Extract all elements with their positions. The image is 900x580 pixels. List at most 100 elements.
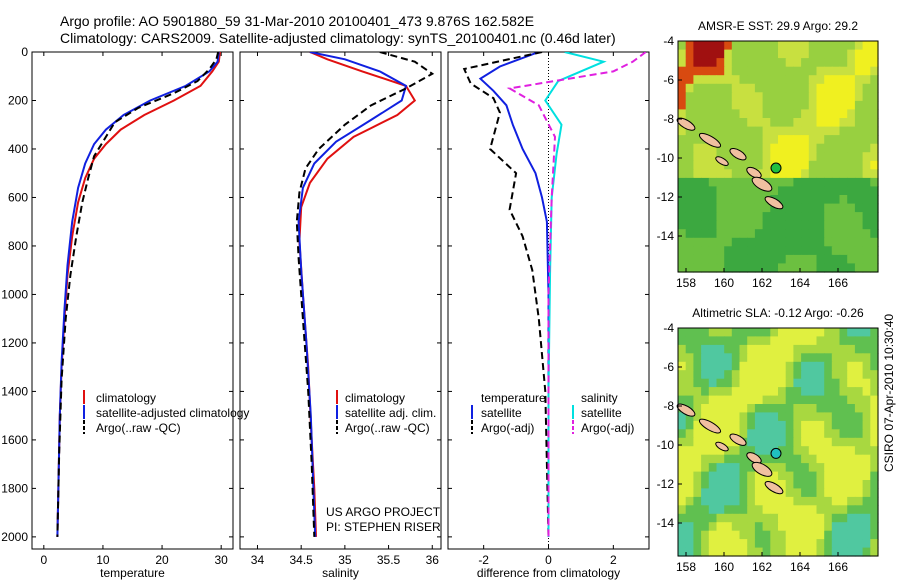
map-cell	[785, 404, 794, 413]
map-cell	[708, 361, 718, 371]
map-cell	[724, 160, 733, 170]
map-y-tick-label: -4	[663, 34, 674, 48]
map-cell	[754, 186, 764, 196]
map-y-tick-label: -10	[657, 151, 675, 165]
legend-label-satellite: satellite adj. clim.	[345, 406, 436, 420]
map-cell	[708, 547, 718, 557]
map-cell	[762, 75, 771, 85]
island-shape	[746, 452, 762, 464]
map-cell	[824, 263, 833, 273]
map-cell	[724, 387, 733, 397]
map-cell	[808, 328, 818, 337]
island-shape	[764, 196, 784, 210]
map-cell	[831, 446, 841, 456]
map-x-tick-label: 162	[752, 276, 772, 290]
map-cell	[724, 547, 733, 557]
map-cell	[762, 160, 771, 170]
map-cell	[693, 212, 702, 222]
map-cell	[701, 437, 710, 447]
map-cell	[854, 126, 864, 136]
map-cell	[701, 513, 710, 523]
map-cell	[739, 522, 748, 532]
map-cell	[831, 75, 841, 85]
map-cell	[831, 471, 841, 481]
map-cell	[839, 58, 848, 68]
map-cell	[731, 505, 741, 515]
map-cell	[701, 186, 710, 196]
map-cell	[754, 195, 764, 205]
map-cell	[824, 429, 833, 439]
map-cell	[701, 49, 710, 59]
map-cell	[762, 412, 771, 422]
map-cell	[808, 100, 818, 111]
map-cell	[801, 126, 810, 136]
map-cell	[701, 143, 710, 153]
map-cell	[724, 152, 733, 162]
map-x-tick-label: 158	[676, 276, 696, 290]
series-line-sat	[56, 52, 220, 537]
map-cell	[854, 505, 864, 515]
map-cell	[793, 169, 802, 179]
map-cell	[824, 480, 833, 489]
map-cell	[716, 454, 725, 464]
map-cell	[831, 83, 841, 93]
map-cell	[831, 160, 841, 170]
map-cell	[801, 353, 810, 363]
map-cell	[778, 344, 787, 354]
map-cell	[739, 186, 748, 196]
map-cell	[701, 263, 710, 273]
map-cell	[770, 420, 779, 430]
map-cell	[854, 353, 864, 363]
map-cell	[808, 471, 818, 481]
map-cell	[770, 58, 779, 68]
map-cell	[785, 195, 794, 205]
map-cell	[831, 530, 841, 540]
map-cell	[762, 41, 771, 51]
map-cell	[839, 203, 848, 213]
map-cell	[693, 471, 702, 481]
map-cell	[739, 263, 748, 273]
map-cell	[685, 92, 694, 102]
map-cell	[854, 83, 864, 93]
map-cell	[816, 454, 825, 464]
map-cell	[762, 254, 771, 265]
map-cell	[770, 66, 779, 76]
map-cell	[870, 118, 879, 128]
map-cell	[785, 169, 794, 179]
map-cell	[724, 41, 733, 51]
map-cell	[793, 92, 802, 102]
map-cell	[778, 361, 787, 371]
map-cell	[778, 118, 787, 128]
map-cell	[831, 412, 841, 422]
map-cell	[801, 254, 810, 265]
map-cell	[770, 254, 779, 265]
map-cell	[762, 522, 771, 532]
map-cell	[801, 66, 810, 76]
map-cell	[870, 237, 879, 247]
map-cell	[747, 126, 756, 136]
map-cell	[862, 412, 871, 422]
map-cell	[770, 539, 779, 549]
map-cell	[739, 229, 748, 239]
map-cell	[862, 429, 871, 439]
map-cell	[708, 505, 718, 515]
map-cell	[862, 118, 871, 128]
map-cell	[824, 446, 833, 456]
map-cell	[762, 395, 771, 405]
map-cell	[816, 488, 825, 498]
map-cell	[854, 471, 864, 481]
map-cell	[839, 83, 848, 93]
map-cell	[831, 126, 841, 136]
map-cell	[854, 437, 864, 447]
map-cell	[801, 118, 810, 128]
map-cell	[862, 420, 871, 430]
map-cell	[847, 152, 856, 162]
x-axis-label: temperature	[100, 566, 165, 580]
map-cell	[824, 370, 833, 380]
map-cell	[747, 152, 756, 162]
map-cell	[839, 437, 848, 447]
map-cell	[862, 186, 871, 196]
map-cell	[747, 505, 756, 515]
map-cell	[685, 488, 694, 498]
map-cell	[754, 488, 764, 498]
